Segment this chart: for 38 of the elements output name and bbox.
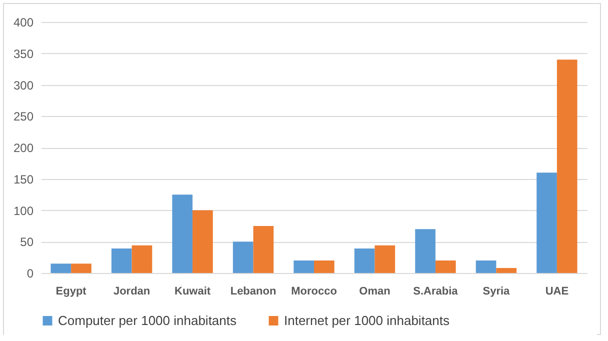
bar <box>50 264 72 273</box>
x-tick-label: Egypt <box>56 286 87 298</box>
x-tick-label: Oman <box>359 286 391 298</box>
bar <box>354 248 375 273</box>
bar <box>172 194 193 273</box>
bar <box>132 245 152 273</box>
y-tick-label: 250 <box>13 110 34 124</box>
y-tick-label: 400 <box>13 16 34 30</box>
bar <box>496 268 517 273</box>
bar <box>294 260 314 273</box>
x-tick-label: Morocco <box>291 286 338 298</box>
y-tick-label: 200 <box>13 141 34 155</box>
x-tick-label: S.Arabia <box>413 286 459 298</box>
bar <box>435 260 456 273</box>
y-tick-label: 100 <box>13 204 34 218</box>
bar <box>536 172 557 273</box>
bar <box>192 210 213 273</box>
x-tick-label: Kuwait <box>174 286 211 298</box>
bar <box>111 248 132 273</box>
bar <box>253 226 274 273</box>
legend-label: Computer per 1000 inhabitants <box>58 312 237 328</box>
bar <box>71 264 92 273</box>
x-tick-label: Jordan <box>113 286 150 298</box>
x-tick-label: UAE <box>545 286 569 298</box>
bar <box>415 229 436 273</box>
y-tick-label: 0 <box>26 266 34 280</box>
bar <box>374 245 396 273</box>
x-tick-label: Lebanon <box>230 286 276 298</box>
y-tick-label: 50 <box>20 235 34 250</box>
bar <box>314 260 334 273</box>
legend-label: Internet per 1000 inhabitants <box>284 312 450 328</box>
x-tick-label: Syria <box>482 286 511 298</box>
y-tick-label: 150 <box>13 172 34 186</box>
bar <box>232 242 254 273</box>
bar <box>556 60 578 273</box>
y-tick-label: 300 <box>13 78 34 92</box>
y-tick-label: 350 <box>13 46 34 61</box>
bar <box>476 260 496 273</box>
